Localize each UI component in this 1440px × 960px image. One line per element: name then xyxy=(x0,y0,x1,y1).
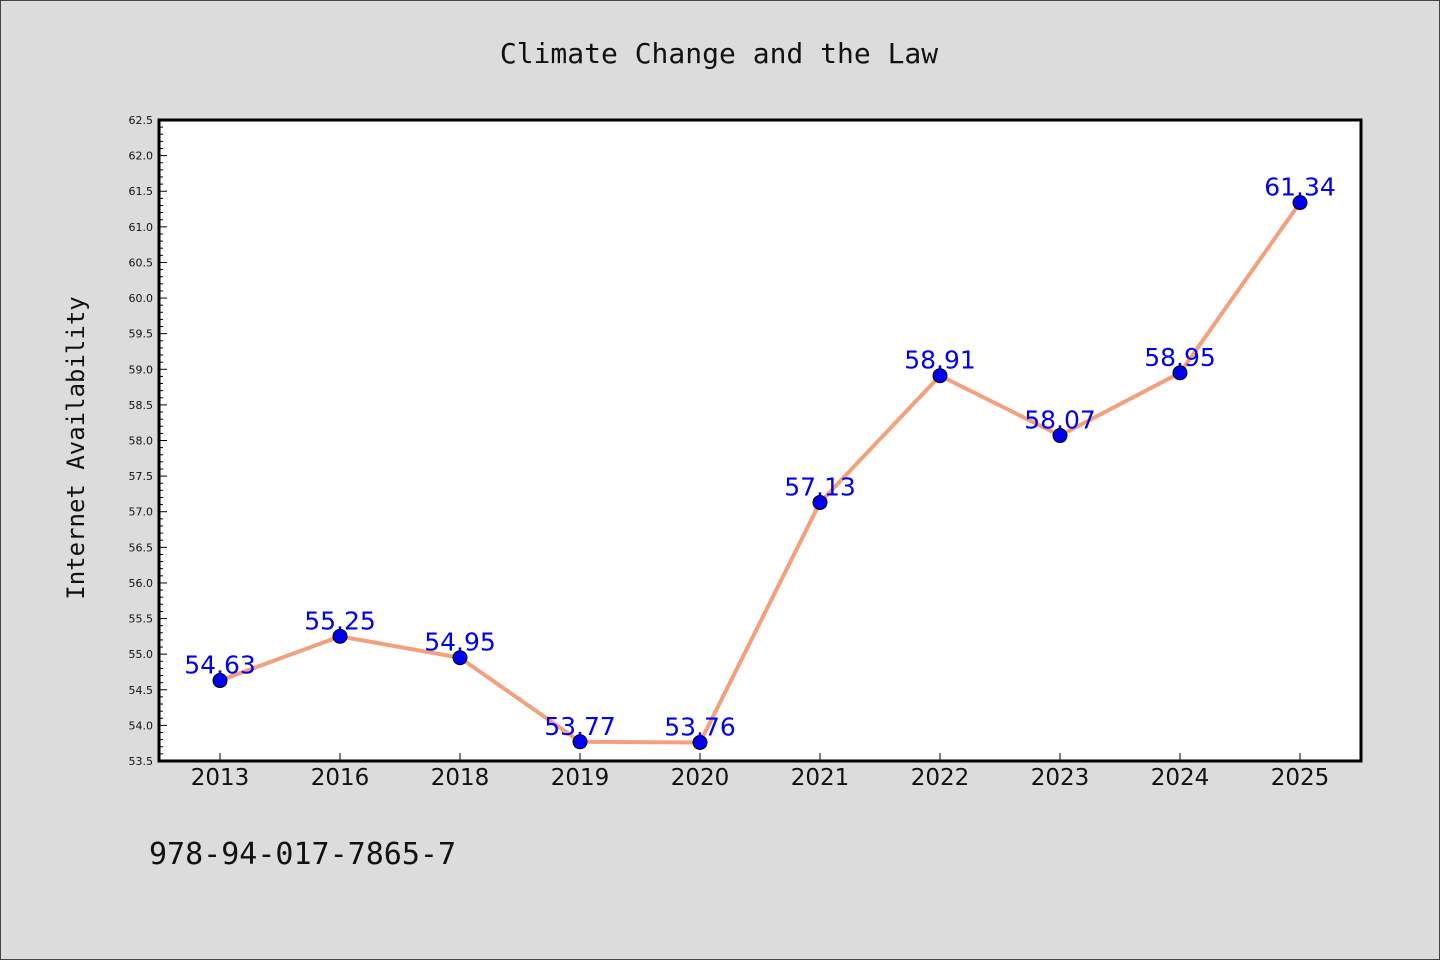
data-point xyxy=(452,650,468,666)
data-label: 57.13 xyxy=(784,472,856,501)
data-label: 58.91 xyxy=(904,346,976,375)
isbn-text: 978-94-017-7865-7 xyxy=(149,837,456,872)
x-tick-label: 2013 xyxy=(191,765,250,791)
y-tick-label: 55.5 xyxy=(129,613,154,626)
data-label: 53.76 xyxy=(664,712,736,741)
data-label: 53.77 xyxy=(544,712,616,741)
data-point xyxy=(332,628,348,644)
series-line-group xyxy=(218,200,1302,745)
y-tick-label: 62.5 xyxy=(129,114,154,127)
data-point xyxy=(1052,428,1068,444)
x-tick-label: 2023 xyxy=(1031,765,1090,791)
series-line xyxy=(218,200,1302,745)
data-points-group xyxy=(212,195,1308,750)
x-tick-label: 2018 xyxy=(431,765,490,791)
y-tick-label: 57.0 xyxy=(129,506,154,519)
y-tick-label: 59.5 xyxy=(129,328,154,341)
data-label: 54.63 xyxy=(184,651,256,680)
data-point xyxy=(1292,195,1308,211)
y-tick-label: 56.5 xyxy=(129,541,154,554)
data-point xyxy=(572,734,588,750)
y-tick-label: 54.5 xyxy=(129,684,154,697)
y-tick-label: 61.0 xyxy=(129,221,154,234)
data-point xyxy=(812,494,828,510)
y-tick-label: 53.5 xyxy=(129,755,154,768)
x-tick-label: 2019 xyxy=(551,765,610,791)
y-tick-label: 62.0 xyxy=(129,150,154,163)
data-label: 58.95 xyxy=(1144,343,1216,372)
x-tick-label: 2016 xyxy=(311,765,370,791)
y-tick-label: 59.0 xyxy=(129,363,154,376)
y-tick-label: 58.0 xyxy=(129,435,154,448)
x-axis-ticks: 2013 2016 2018 2019 2020 2021 2022 2023 2024 2025 xyxy=(191,753,1330,791)
y-tick-label: 56.0 xyxy=(129,577,154,590)
y-tick-label: 57.5 xyxy=(129,470,154,483)
data-point xyxy=(1172,365,1188,381)
y-axis-ticks: 53.5 54.0 54.5 55.0 55.5 56.0 56.5 57.0 57.5 58.0… xyxy=(129,114,167,768)
data-label: 55.25 xyxy=(304,606,376,635)
x-tick-label: 2021 xyxy=(791,765,850,791)
y-tick-label: 55.0 xyxy=(129,648,154,661)
x-tick-label: 2020 xyxy=(671,765,730,791)
y-tick-label: 54.0 xyxy=(129,719,154,732)
y-tick-label: 60.0 xyxy=(129,292,154,305)
y-tick-label: 58.5 xyxy=(129,399,154,412)
data-point xyxy=(692,734,708,750)
data-label: 54.95 xyxy=(424,628,496,657)
y-axis-label: Internet Availability xyxy=(62,296,90,599)
x-tick-label: 2025 xyxy=(1271,765,1330,791)
chart-title: Climate Change and the Law xyxy=(500,37,938,70)
plot-area xyxy=(157,118,1363,763)
y-tick-label: 60.5 xyxy=(129,256,154,269)
data-label: 58.07 xyxy=(1024,406,1096,435)
data-labels-group: 54.63 55.25 54.95 53.77 53.76 57.13 58.91 58.07… xyxy=(184,173,1336,742)
x-tick-label: 2022 xyxy=(911,765,970,791)
data-point xyxy=(932,368,948,384)
data-point xyxy=(212,673,228,689)
data-label: 61.34 xyxy=(1264,173,1336,202)
x-tick-label: 2024 xyxy=(1151,765,1210,791)
y-tick-label: 61.5 xyxy=(129,185,154,198)
